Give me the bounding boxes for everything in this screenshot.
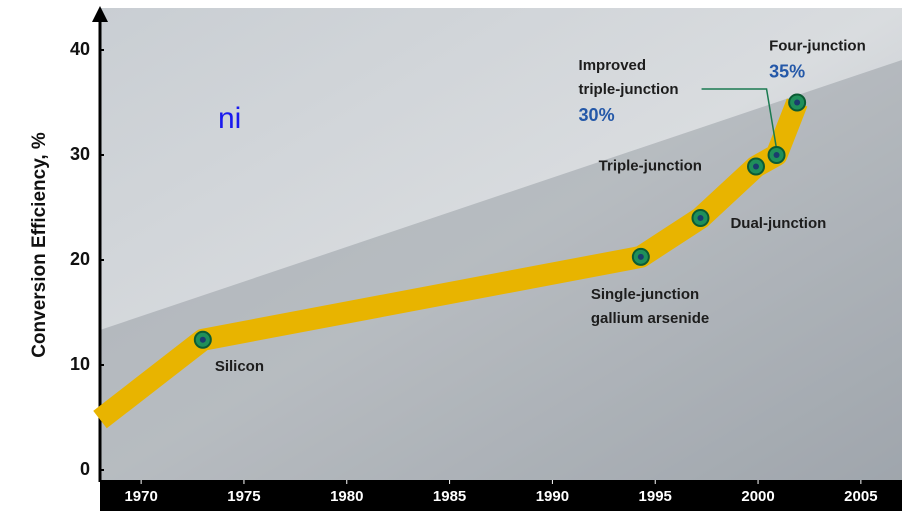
- slide-title-fragment: ni: [218, 102, 241, 135]
- point-label: Triple-junction: [599, 158, 702, 175]
- point-label: gallium arsenide: [591, 310, 709, 327]
- value-label: 30%: [579, 105, 615, 125]
- point-center: [794, 100, 800, 106]
- x-tick-label: 1980: [330, 488, 363, 505]
- x-tick-label: 1975: [227, 488, 260, 505]
- point-center: [697, 215, 703, 221]
- point-label: Silicon: [215, 358, 264, 375]
- value-label: 35%: [769, 61, 805, 81]
- y-tick-label: 0: [80, 459, 90, 479]
- x-tick-label: 1970: [124, 488, 157, 505]
- point-label: Dual-junction: [730, 215, 826, 232]
- point-label: triple-junction: [579, 81, 679, 98]
- y-tick-label: 10: [70, 354, 90, 374]
- x-tick-label: 1995: [639, 488, 672, 505]
- y-tick-label: 20: [70, 249, 90, 269]
- point-label: Improved: [579, 57, 647, 74]
- point-center: [638, 254, 644, 260]
- y-tick-label: 40: [70, 39, 90, 59]
- y-tick-label: 30: [70, 144, 90, 164]
- x-tick-label: 2000: [741, 488, 774, 505]
- y-axis-title: Conversion Efficiency, %: [29, 132, 50, 358]
- x-axis-band: [100, 480, 902, 511]
- x-tick-label: 1985: [433, 488, 466, 505]
- point-center: [200, 337, 206, 343]
- chart: Conversion Efficiency, % ni 0 10 20 30 40 197…: [0, 0, 902, 511]
- point-center: [774, 152, 780, 158]
- x-tick-label: 2005: [844, 488, 877, 505]
- x-tick-label: 1990: [536, 488, 569, 505]
- point-center: [753, 164, 759, 170]
- point-label: Single-junction: [591, 286, 699, 303]
- point-label: Four-junction: [769, 37, 866, 54]
